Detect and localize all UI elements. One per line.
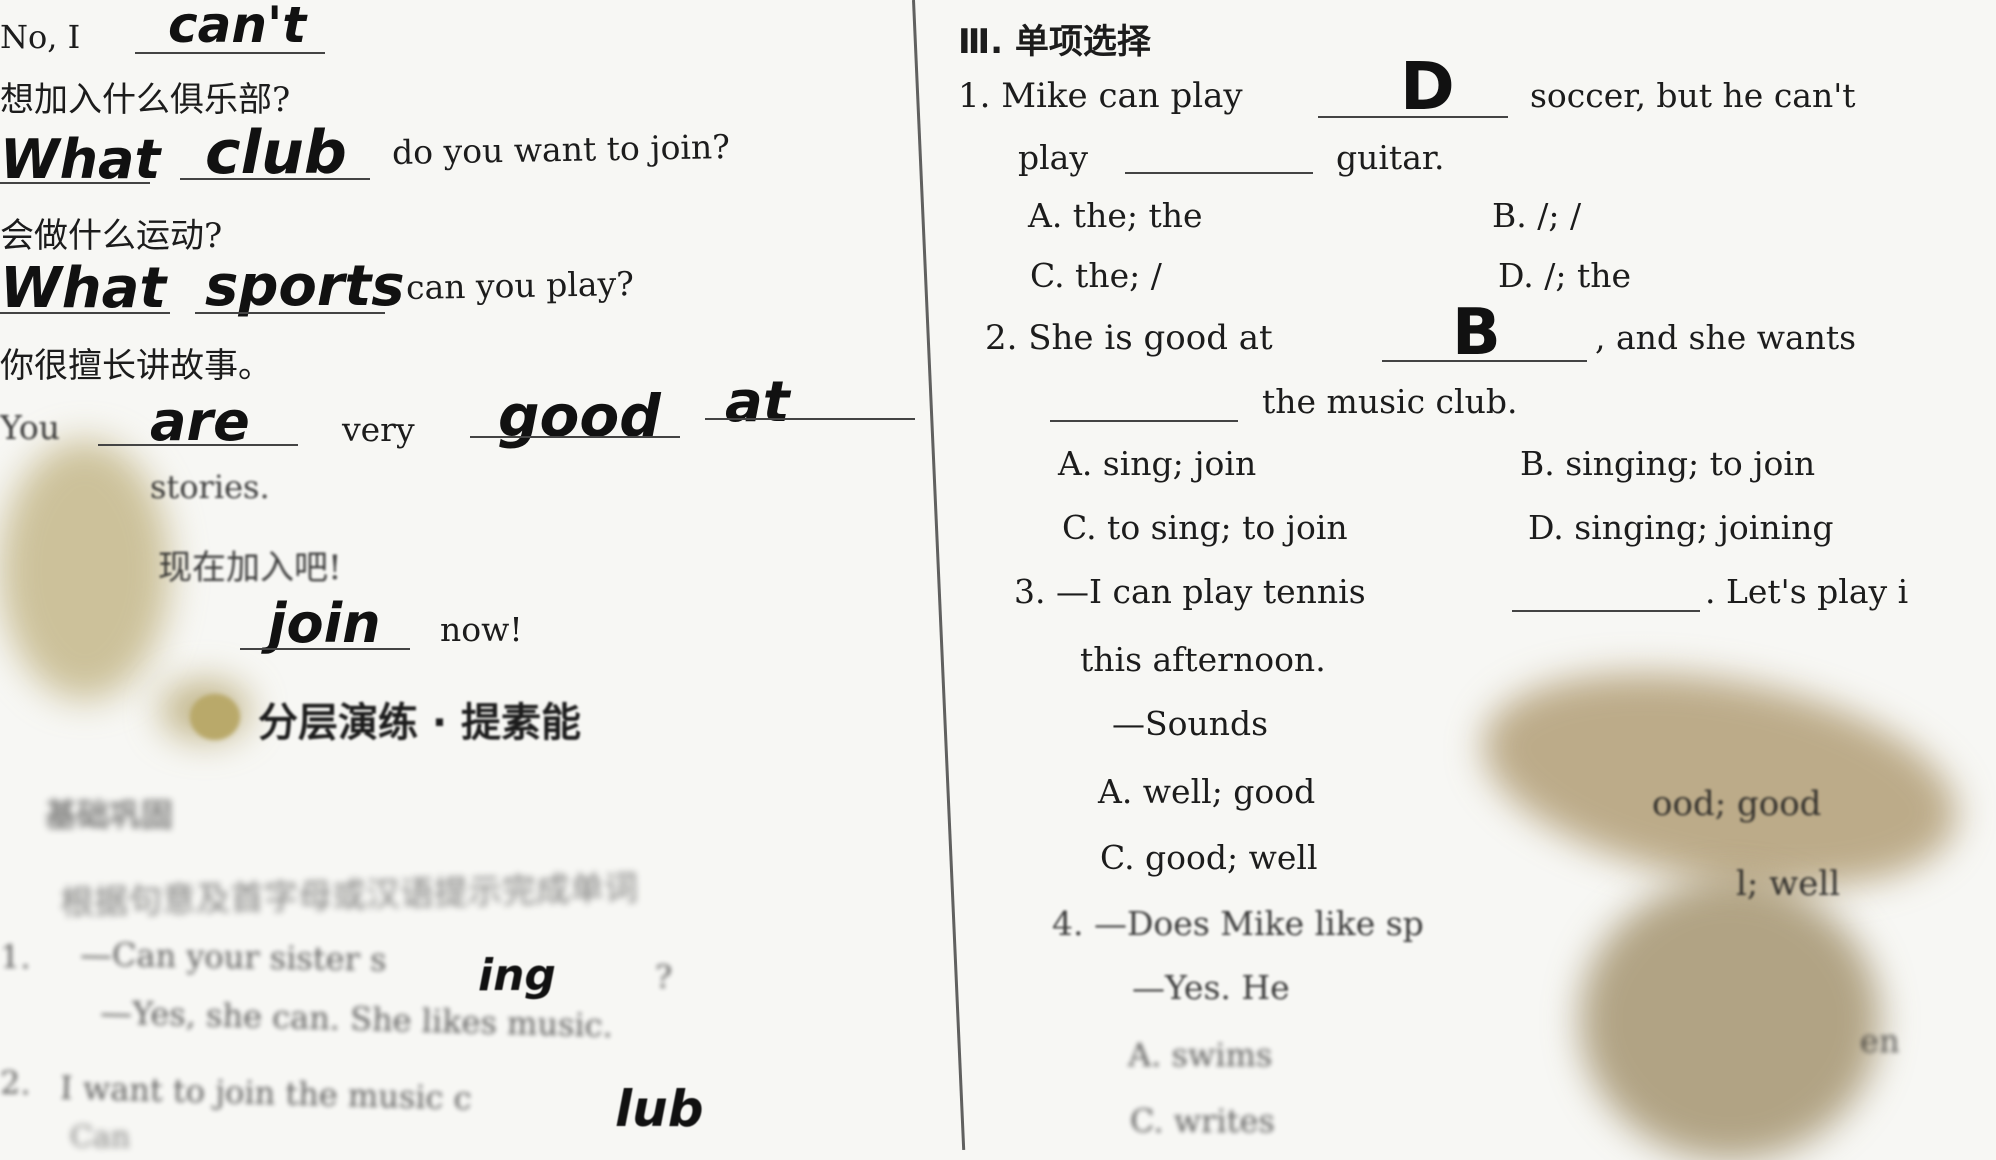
left-cn-stories: 你很擅长讲故事。 [0,346,272,386]
answer-lub: lub [615,1080,704,1138]
left-q1b: —Yes, she can. She likes music. [99,993,614,1045]
answer-sports: sports [205,254,405,319]
answer-good: good [498,382,661,450]
left-q1-text: —Can your sister s [79,935,387,979]
blank-4b [470,436,680,438]
blank-3a [0,312,170,314]
right-section-title: Ⅲ. 单项选择 [958,22,1151,62]
answer-are: are [150,390,250,453]
blank-2b [180,178,370,180]
q1-option-a: A. the; the [1028,196,1203,235]
answer-cant: can't [168,0,307,54]
left-q1-end: ? [655,958,673,996]
blank-4c [705,418,915,420]
q1-option-b: B. /; / [1492,196,1582,235]
q3-stem-a: 3. —I can play tennis [1014,572,1366,611]
stain-right [1466,639,1974,921]
q1-blank-2 [1125,172,1313,174]
q3-option-d: l; well [1736,864,1841,904]
left-line1: No, I [0,18,81,56]
stain-left [0,440,170,700]
left-cn-club: 想加入什么俱乐部? [0,80,291,120]
left-you: You [0,408,61,447]
q2-blank-1 [1382,360,1587,362]
q2-option-a: A. sing; join [1058,444,1257,483]
q2-option-b: B. singing; to join [1520,444,1816,483]
q1-option-d: D. /; the [1498,256,1632,295]
answer-what-1: What [0,128,161,191]
blank-5 [240,648,410,650]
left-q2-text: I want to join the music c [59,1068,473,1118]
left-very: very [342,410,415,449]
q2-stem-b: , and she wants [1595,318,1857,357]
q1-stem-d: guitar. [1336,138,1445,177]
left-q2-num: 2. [0,1064,31,1102]
instruction: 根据句意及首字母或汉语提示完成单词 [59,868,639,924]
q3-stem-c: this afternoon. [1080,640,1326,679]
q2-blank-2 [1050,420,1238,422]
q3-blank-1 [1512,610,1700,612]
q1-stem-a: 1. Mike can play [958,76,1243,116]
left-q2b: Can [70,1120,131,1155]
blank-3b [195,312,385,314]
section-title: 分层演练 · 提素能 [258,700,582,746]
q1-option-c: C. the; / [1030,256,1162,295]
answer-ing: ing [478,950,556,1001]
blank-4a [98,444,298,446]
left-q1-num: 1. [0,938,31,976]
left-en-club: do you want to join? [391,127,731,172]
blank-1 [135,52,325,54]
left-stories: stories. [150,468,270,506]
section-bullet-icon [190,694,240,740]
q4-option-c: C. writes [1130,1102,1275,1140]
subsection-title: 基础巩固 [45,796,174,834]
left-cn-join: 现在加入吧! [158,548,342,588]
left-en-sports: can you play? [405,264,635,307]
q4-fragment: en [1860,1022,1900,1060]
q2-stem-c: the music club. [1262,382,1518,421]
q2-answer: B [1452,296,1501,370]
q2-option-d: D. singing; joining [1528,508,1834,547]
q3-stem-d: —Sounds [1112,704,1269,743]
answer-join: join [268,592,381,655]
q4-stem-b: —Yes. He [1132,968,1290,1007]
q1-stem-b: soccer, but he can't [1530,76,1856,115]
answer-club: club [205,118,347,188]
q4-option-a: A. swims [1128,1036,1273,1074]
stain-right-low [1580,880,1880,1160]
answer-at: at [725,370,790,435]
q3-option-c: C. good; well [1100,838,1318,877]
answer-what-2: What [0,256,167,321]
q3-option-b: ood; good [1652,784,1822,824]
q2-stem-a: 2. She is good at [985,318,1273,358]
q1-stem-c: play [1018,138,1088,177]
column-divider [912,0,966,1150]
q1-answer: D [1400,48,1455,125]
q2-option-c: C. to sing; to join [1062,508,1348,547]
left-cn-sports: 会做什么运动? [0,216,223,256]
q3-stem-b: . Let's play i [1705,572,1909,611]
left-now: now! [440,610,523,649]
q4-stem-a: 4. —Does Mike like sp [1052,904,1424,943]
blank-2a [0,182,150,184]
q3-option-a: A. well; good [1098,772,1316,811]
q1-blank-1 [1318,116,1508,118]
